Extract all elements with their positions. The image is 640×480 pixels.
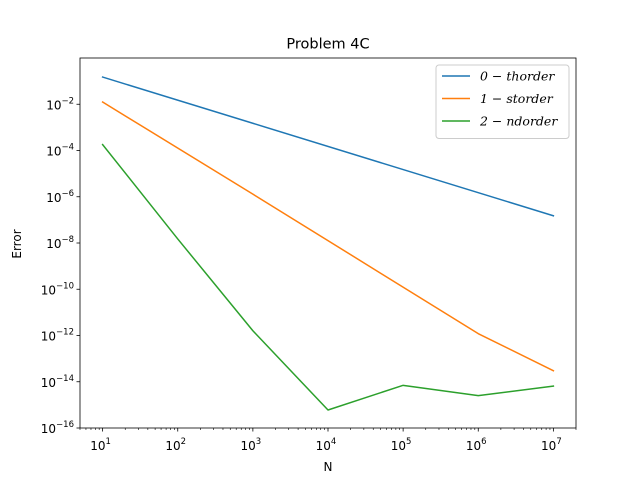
x-tick-label: 105 [391, 437, 412, 453]
series-line-0 [101, 76, 555, 217]
chart-title: Problem 4C [286, 37, 369, 53]
legend-box [435, 64, 570, 139]
legend-entry-0: 0 − thorder [480, 69, 555, 84]
x-tick-label: 104 [316, 437, 337, 453]
legend-entry-2: 2 − ndorder [479, 114, 558, 129]
x-tick-label: 106 [466, 437, 487, 453]
y-tick-label: 10−6 [46, 189, 74, 205]
x-tick-label: 103 [241, 437, 262, 453]
y-tick-label: 10−4 [46, 143, 74, 159]
legend-entry-1: 1 − storder [480, 91, 554, 106]
series-layer [101, 76, 555, 411]
y-tick-label: 10−16 [41, 420, 74, 436]
y-tick-label: 10−10 [41, 281, 74, 297]
x-tick-label: 101 [90, 437, 111, 453]
y-tick-label: 10−2 [46, 96, 74, 112]
x-tick-label: 102 [165, 437, 186, 453]
y-tick-label: 10−8 [46, 235, 74, 251]
x-axis-label: N [324, 460, 333, 474]
y-tick-label: 10−14 [41, 374, 74, 390]
x-tick-label: 107 [541, 437, 562, 453]
series-line-2 [101, 143, 555, 411]
legend: 0 − thorder 1 − storder 2 − ndorder [435, 64, 570, 139]
y-axis-label: Error [10, 229, 24, 258]
y-tick-label: 10−12 [41, 328, 74, 344]
ticks-layer: 101 102 103 104 105 106 107 10−2 10−4 10−6 10−8 10−… [41, 96, 577, 453]
series-line-1 [101, 100, 555, 372]
